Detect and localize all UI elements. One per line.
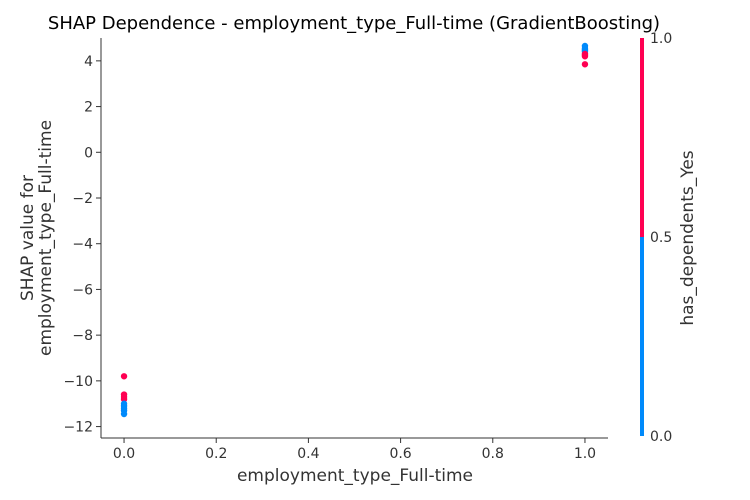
- x-tick-label: 0.6: [389, 446, 411, 462]
- scatter-point: [581, 61, 589, 68]
- colorbar-gradient: [640, 38, 644, 436]
- y-tick-label: 2: [84, 100, 93, 116]
- scatter-point: [120, 395, 128, 403]
- colorbar-tick-label: 0.5: [650, 230, 672, 246]
- y-tick-label: −8: [72, 328, 93, 344]
- scatter-point: [120, 410, 128, 418]
- scatter-point: [581, 53, 589, 60]
- y-tick-label: −12: [63, 420, 93, 436]
- colorbar: 0.0 0.5 1.0 has_dependents_Yes: [640, 31, 698, 445]
- chart-title: SHAP Dependence - employment_type_Full-t…: [48, 13, 660, 34]
- y-tick-label: 0: [84, 145, 93, 161]
- y-axis-label: SHAP value for employment_type_Full-time: [18, 120, 56, 356]
- y-axis-label-line-2: employment_type_Full-time: [36, 120, 56, 356]
- x-tick-label: 1.0: [574, 446, 596, 462]
- colorbar-tick-label: 1.0: [650, 31, 672, 47]
- x-tick-label: 0.2: [205, 446, 227, 462]
- scatter-point: [120, 373, 128, 380]
- x-tick-label: 0.8: [482, 446, 504, 462]
- plot-axes: [100, 38, 608, 439]
- x-tick-label: 0.0: [113, 446, 135, 462]
- y-tick-label: −6: [72, 282, 93, 298]
- x-axis-label: employment_type_Full-time: [237, 466, 473, 486]
- y-tick-label: −10: [63, 374, 93, 390]
- colorbar-ticks: 0.0 0.5 1.0: [650, 31, 672, 445]
- y-tick-label: 4: [84, 54, 93, 70]
- x-axis-ticks: 0.0 0.2 0.4 0.6 0.8 1.0: [113, 438, 596, 462]
- x-tick-label: 0.4: [297, 446, 319, 462]
- y-axis-label-line-1: SHAP value for: [18, 175, 38, 301]
- y-tick-label: −2: [72, 191, 93, 207]
- scatter-points: [120, 42, 589, 418]
- y-axis-ticks: −12 −10 −8 −6 −4 −2 0 2 4: [63, 54, 101, 436]
- colorbar-tick-label: 0.0: [650, 429, 672, 445]
- y-tick-label: −4: [72, 237, 93, 253]
- colorbar-label: has_dependents_Yes: [678, 150, 698, 325]
